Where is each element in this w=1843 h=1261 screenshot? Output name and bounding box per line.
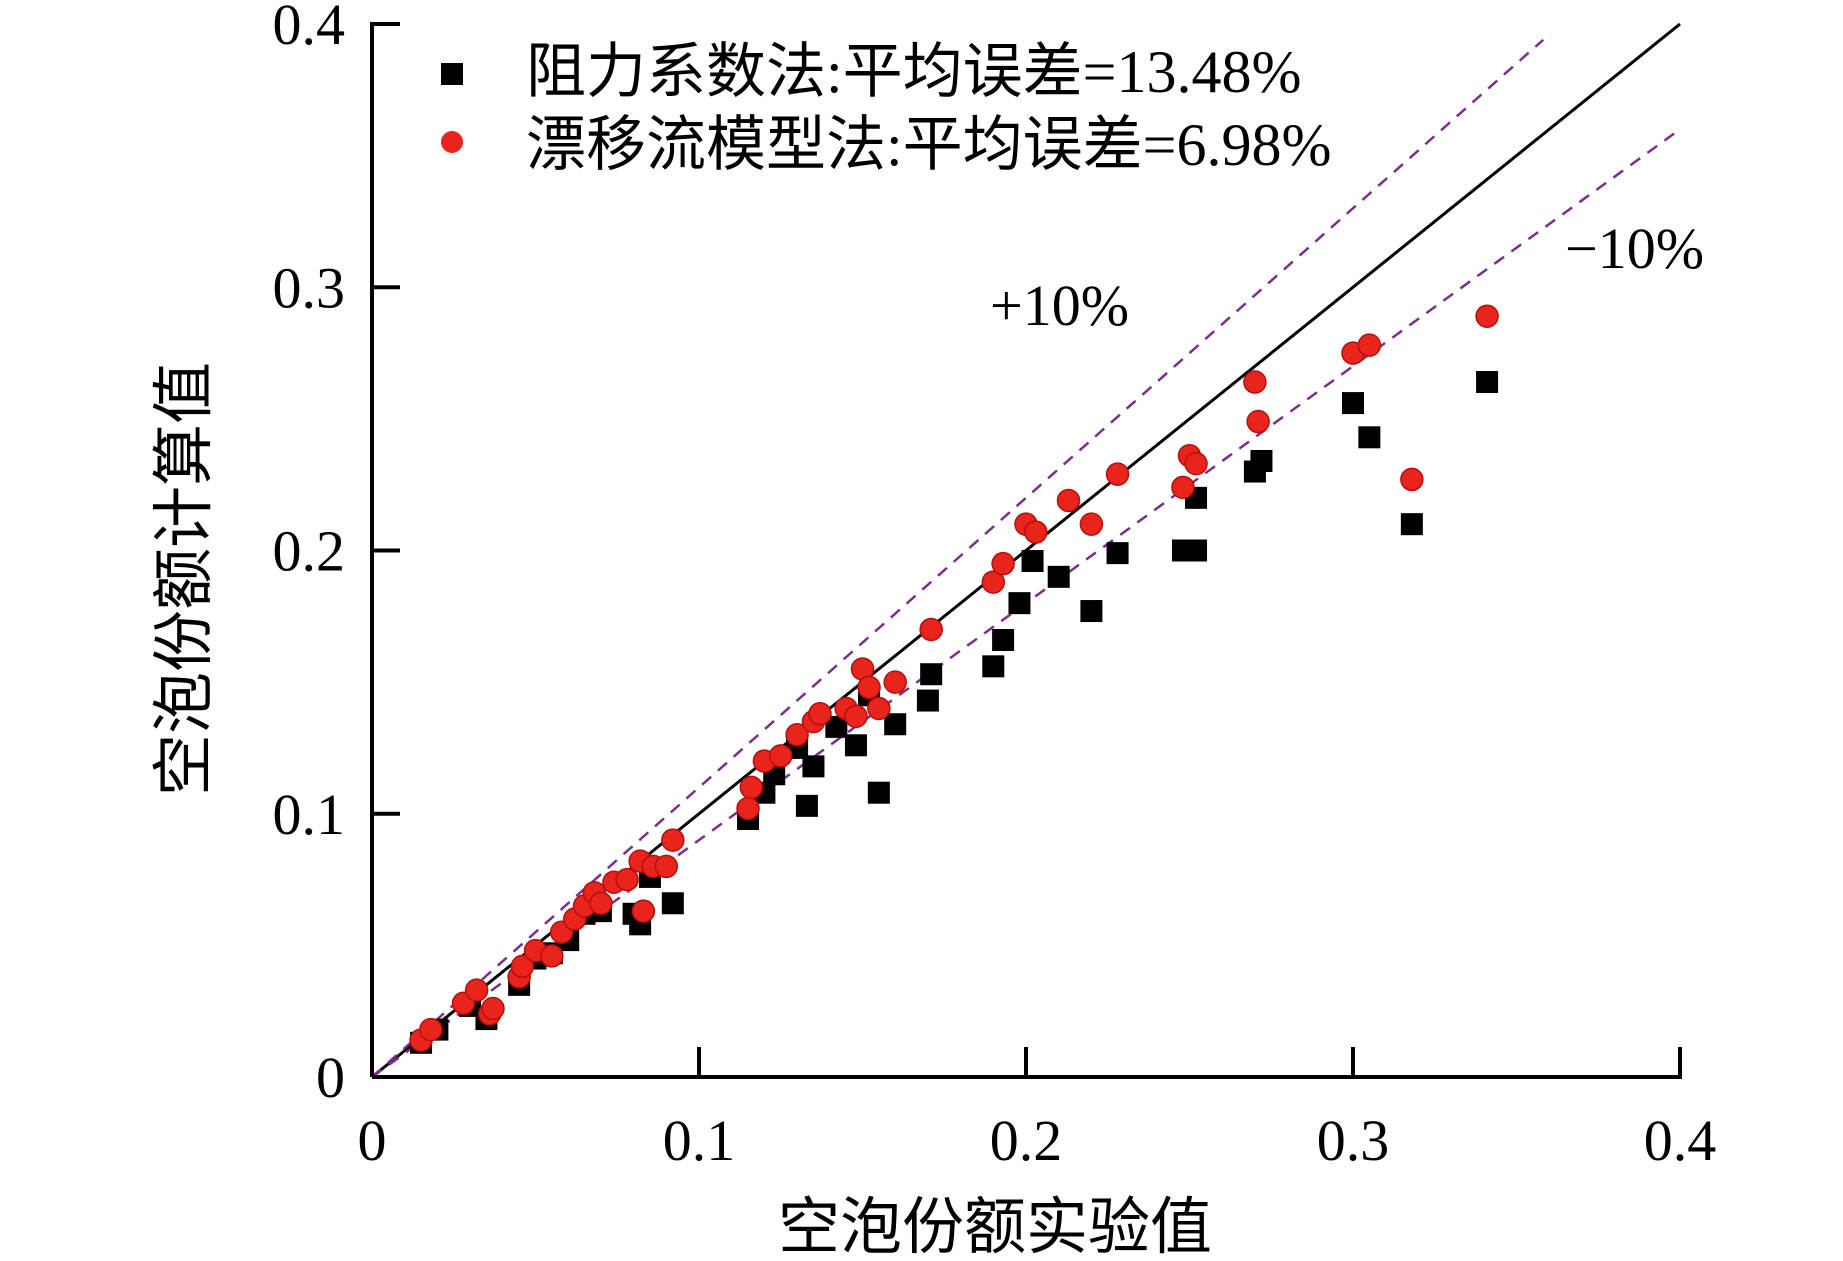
data-point-circle bbox=[1171, 475, 1195, 500]
legend-label-drift-flux: 漂移流模型法:平均误差=6.98% bbox=[526, 112, 1332, 178]
data-point-circle bbox=[615, 867, 639, 892]
data-point-square bbox=[825, 715, 848, 738]
data-point-circle bbox=[1184, 451, 1208, 476]
data-point-square bbox=[844, 734, 867, 757]
plus-10-percent-label: +10% bbox=[990, 273, 1129, 338]
data-point-circle bbox=[769, 744, 793, 768]
data-point-circle bbox=[808, 701, 832, 726]
x-tick-label: 0.1 bbox=[663, 1108, 736, 1173]
data-point-circle bbox=[991, 551, 1015, 576]
x-tick-label: 0.3 bbox=[1317, 1108, 1390, 1173]
data-point-circle bbox=[464, 978, 489, 1002]
data-point-square bbox=[1185, 539, 1208, 562]
data-point-circle bbox=[736, 796, 760, 821]
y-tick-label: 0.1 bbox=[273, 782, 346, 847]
legend-label-drag-coefficient: 阻力系数法:平均误差=13.48% bbox=[526, 39, 1302, 105]
data-point-circle bbox=[739, 775, 764, 800]
y-axis-label: 空泡份额计算值 bbox=[151, 362, 219, 796]
data-point-square bbox=[916, 689, 939, 712]
data-point-circle bbox=[631, 899, 656, 923]
data-point-circle bbox=[1475, 304, 1499, 328]
data-point-circle bbox=[1056, 488, 1081, 513]
data-point-circle bbox=[1357, 333, 1382, 357]
data-point-square bbox=[1476, 371, 1499, 394]
data-point-square bbox=[1342, 392, 1364, 415]
data-point-circle bbox=[419, 1017, 443, 1042]
data-point-square bbox=[992, 629, 1015, 652]
legend-marker-circle bbox=[441, 131, 463, 153]
data-point-circle bbox=[1079, 512, 1104, 536]
data-point-square bbox=[1106, 542, 1129, 565]
data-point-circle bbox=[981, 570, 1006, 594]
data-point-square bbox=[1047, 565, 1070, 588]
data-point-circle bbox=[1105, 462, 1130, 486]
x-tick-label: 0 bbox=[358, 1108, 387, 1173]
data-point-square bbox=[1021, 550, 1044, 573]
data-point-circle bbox=[510, 954, 535, 979]
data-point-circle bbox=[867, 696, 891, 721]
data-point-circle bbox=[661, 828, 685, 852]
y-tick-label: 0.3 bbox=[273, 255, 346, 320]
data-point-circle bbox=[654, 854, 679, 879]
data-point-square bbox=[1008, 592, 1031, 615]
data-point-square bbox=[920, 663, 943, 686]
data-point-square bbox=[1358, 426, 1381, 449]
y-tick-label: 0 bbox=[316, 1045, 345, 1110]
y-tick-label: 0.2 bbox=[273, 519, 346, 584]
data-point-square bbox=[884, 713, 907, 736]
legend-marker-square bbox=[441, 63, 463, 85]
data-point-square bbox=[1400, 513, 1423, 536]
data-point-circle bbox=[857, 675, 881, 700]
ticks: 0 0.1 0.2 0.3 0.4 0 0.1 0.2 0.3 0.4 bbox=[273, 0, 1717, 1173]
x-tick-label: 0.2 bbox=[990, 1108, 1063, 1173]
minus-10-percent-label: −10% bbox=[1565, 216, 1704, 281]
data-point-circle bbox=[883, 670, 907, 694]
data-point-square bbox=[795, 794, 818, 817]
y-tick-label: 0.4 bbox=[273, 0, 346, 57]
data-point-square bbox=[982, 655, 1005, 678]
data-point-circle bbox=[844, 704, 868, 729]
reference-line-plus-10 bbox=[371, 38, 1545, 1078]
data-point-circle bbox=[589, 891, 613, 916]
data-point-circle bbox=[540, 944, 564, 968]
data-point-square bbox=[802, 755, 825, 778]
legend: 阻力系数法:平均误差=13.48% 漂移流模型法:平均误差=6.98% bbox=[441, 39, 1332, 178]
data-point-circle bbox=[785, 723, 809, 747]
x-axis-label: 空泡份额实验值 bbox=[778, 1194, 1212, 1261]
data-point-circle bbox=[1243, 370, 1267, 394]
x-tick-label: 0.4 bbox=[1644, 1108, 1717, 1173]
data-point-circle bbox=[919, 617, 943, 642]
data-point-square bbox=[1080, 600, 1103, 623]
data-point-square bbox=[867, 781, 890, 804]
data-point-circle bbox=[1024, 520, 1048, 544]
data-point-square bbox=[1250, 449, 1273, 472]
data-point-circle bbox=[1246, 409, 1270, 434]
data-points bbox=[409, 304, 1499, 1054]
data-point-circle bbox=[481, 996, 505, 1021]
data-point-circle bbox=[1400, 467, 1424, 492]
data-point-square bbox=[661, 892, 684, 915]
